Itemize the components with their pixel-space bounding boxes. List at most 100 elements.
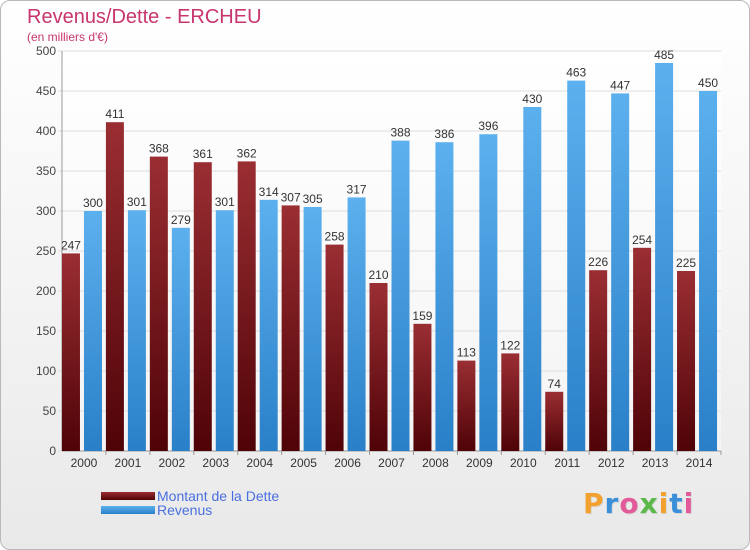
legend-item-revenus: Revenus [101,502,212,518]
bar-revenus [611,93,630,452]
legend-label-revenus: Revenus [157,502,213,518]
legend-swatch-revenus [101,506,155,514]
data-label-revenus: 279 [171,213,191,227]
data-label-revenus: 447 [610,78,630,92]
y-tick-label: 150 [36,324,56,338]
bar-revenus [655,63,674,451]
data-label-dette: 226 [588,255,608,269]
bar-dette [677,271,696,451]
chart-subtitle: (en milliers d'€) [27,30,108,44]
data-label-revenus: 386 [434,127,454,141]
data-label-dette: 258 [325,230,345,244]
data-label-revenus: 317 [347,182,367,196]
y-tick-label: 400 [36,124,56,138]
x-tick-label: 2007 [378,456,405,470]
logo-letter: i [658,487,670,520]
bar-revenus [215,210,234,451]
legend-item-dette: Montant de la Dette [101,488,279,504]
legend-swatch-dette [101,492,155,500]
logo-letter: o [619,487,640,520]
x-tick-label: 2011 [554,456,580,470]
data-label-dette: 254 [632,233,652,247]
data-label-dette: 225 [676,256,696,270]
x-tick-label: 2001 [115,456,142,470]
x-tick-label: 2012 [598,456,625,470]
bar-dette [149,156,168,451]
bar-revenus [347,197,366,451]
data-label-revenus: 450 [698,76,718,90]
x-tick-label: 2000 [71,456,98,470]
bar-revenus [83,211,102,451]
logo-letter: t [669,487,684,520]
bar-revenus [479,134,498,451]
data-label-dette: 411 [105,107,124,121]
data-label-revenus: 430 [522,92,542,106]
data-label-dette: 74 [548,377,562,391]
y-tick-label: 50 [43,404,57,418]
logo-letter: r [604,487,620,520]
logo-letter: x [639,487,659,520]
bar-revenus [127,210,146,451]
bar-revenus [171,227,190,451]
y-tick-label: 100 [36,364,56,378]
bar-revenus [303,207,322,451]
bar-dette [61,253,80,451]
logo-letter: i [683,487,695,520]
bar-revenus [391,140,410,451]
y-tick-label: 450 [36,84,56,98]
y-tick-label: 250 [36,244,56,258]
bar-revenus [259,199,278,451]
y-tick-label: 350 [36,164,56,178]
bar-dette [325,244,344,451]
bar-dette [413,323,432,451]
data-label-dette: 247 [61,238,81,252]
legend-label-dette: Montant de la Dette [157,488,280,504]
chart-title: Revenus/Dette - ERCHEU [27,6,262,28]
proxiti-logo: Proxiti [583,487,694,520]
x-tick-label: 2005 [290,456,317,470]
bar-dette [633,247,652,451]
bar-revenus [567,80,586,451]
bar-dette [369,283,388,451]
logo-letter: P [583,487,605,520]
bar-dette [193,162,212,451]
data-label-dette: 159 [412,309,432,323]
x-tick-label: 2003 [202,456,229,470]
y-tick-label: 500 [36,44,56,58]
data-label-dette: 368 [149,142,169,156]
bar-dette [545,391,564,451]
x-tick-label: 2013 [642,456,669,470]
bar-dette [105,122,124,451]
x-tick-label: 2004 [246,456,273,470]
bar-dette [457,360,476,451]
data-label-dette: 113 [457,346,476,360]
data-label-dette: 361 [193,147,213,161]
data-label-dette: 210 [368,268,388,282]
data-label-revenus: 300 [83,196,103,210]
bar-dette [501,353,520,451]
data-label-revenus: 396 [478,119,498,133]
data-label-revenus: 388 [390,126,410,140]
x-tick-label: 2009 [466,456,493,470]
y-tick-label: 300 [36,204,56,218]
bar-revenus [435,142,454,451]
bar-revenus [699,91,718,451]
y-tick-label: 0 [49,444,56,458]
data-label-revenus: 314 [259,185,279,199]
bar-dette [281,205,300,451]
data-label-dette: 122 [500,338,520,352]
data-label-dette: 362 [237,146,257,160]
x-tick-label: 2008 [422,456,449,470]
data-label-revenus: 301 [127,195,147,209]
data-label-revenus: 485 [654,48,674,62]
bar-revenus [523,107,542,451]
y-tick-label: 200 [36,284,56,298]
x-tick-label: 2014 [686,456,713,470]
data-label-dette: 307 [281,190,301,204]
x-tick-label: 2002 [158,456,185,470]
bar-dette [589,270,608,451]
x-tick-label: 2010 [510,456,537,470]
data-label-revenus: 463 [566,66,586,80]
x-tick-label: 2006 [334,456,361,470]
